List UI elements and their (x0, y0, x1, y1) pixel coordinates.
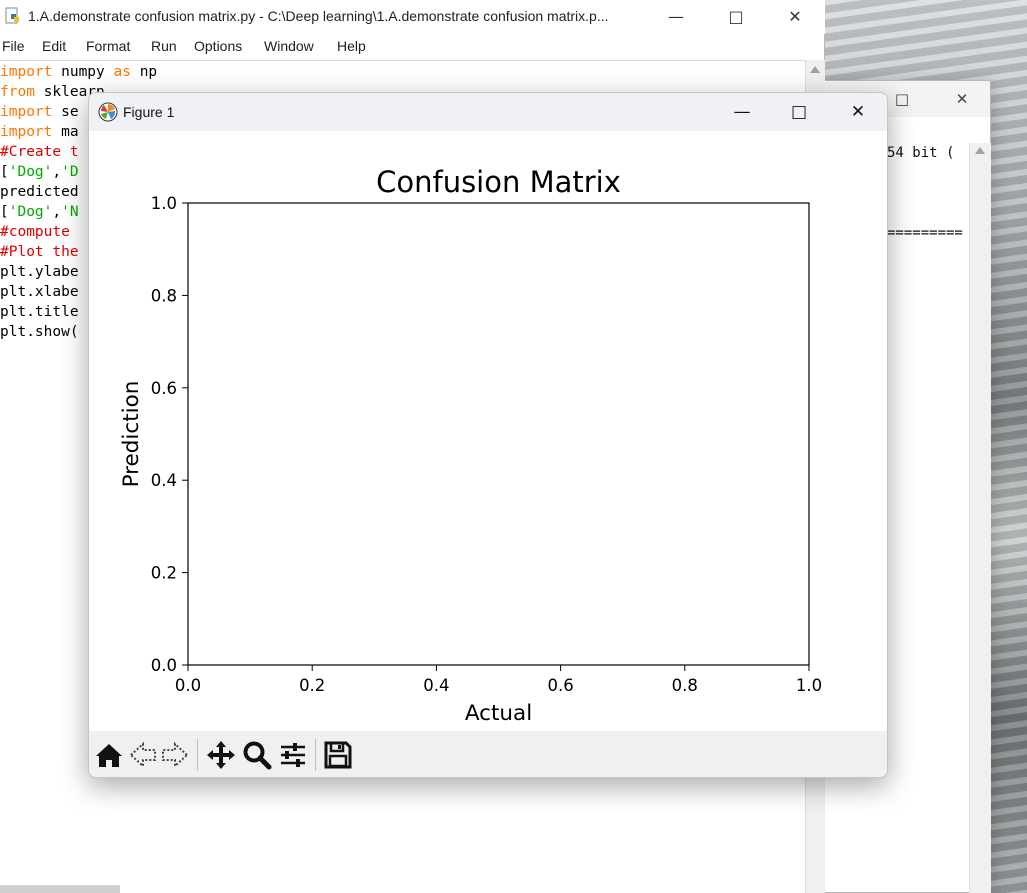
chart-title: Confusion Matrix (376, 165, 621, 199)
code-token: as (113, 64, 131, 80)
code-token: , (52, 204, 62, 220)
code-line: ['Dog','N (0, 202, 79, 222)
editor-minimize-button[interactable]: — (668, 7, 684, 26)
code-line: #Plot the (0, 242, 79, 262)
code-token: 'Dog' (8, 164, 53, 180)
code-token: , (52, 164, 62, 180)
menu-options[interactable]: Options (194, 38, 243, 54)
menu-edit[interactable]: Edit (42, 38, 67, 54)
code-token: 'D (61, 164, 79, 180)
menu-file[interactable]: File (2, 38, 25, 54)
code-token: 'Dog' (8, 204, 53, 220)
code-token: import (0, 124, 53, 140)
code-token: import (0, 104, 53, 120)
home-icon[interactable] (93, 739, 125, 771)
code-token: plt.xlabe (0, 284, 79, 300)
y-tick-label: 0.8 (151, 286, 177, 305)
toolbar-separator (197, 739, 198, 771)
forward-arrow-icon[interactable] (159, 739, 191, 771)
code-line: import ma (0, 122, 79, 142)
code-token: #Create t (0, 144, 79, 160)
y-axis-label: Prediction (119, 381, 144, 488)
configure-subplots-icon[interactable] (277, 739, 309, 771)
code-token: se (52, 104, 79, 120)
x-tick-label: 1.0 (796, 676, 822, 695)
code-line: plt.ylabe (0, 262, 79, 282)
python-file-icon (5, 7, 19, 24)
plot-area (187, 202, 810, 666)
editor-maximize-button[interactable]: □ (728, 7, 744, 26)
code-token: #compute (0, 224, 79, 240)
figure-title-text: Figure 1 (123, 104, 175, 120)
y-tick-label: 0.2 (151, 564, 177, 583)
code-line: import se (0, 102, 79, 122)
chart-svg: Confusion Matrix 0.0 0.2 0.4 0.6 0.8 1.0 0.0 0.2… (119, 165, 822, 726)
editor-close-button[interactable]: ✕ (788, 7, 802, 26)
code-line: plt.xlabe (0, 282, 79, 302)
y-tick-label: 0.0 (151, 656, 177, 675)
menu-window[interactable]: Window (264, 38, 314, 54)
code-token: ma (52, 124, 79, 140)
zoom-icon[interactable] (241, 739, 273, 771)
code-token: plt.title (0, 304, 79, 320)
x-tick-label: 0.4 (423, 676, 449, 695)
editor-title-text: 1.A.demonstrate confusion matrix.py - C:… (28, 8, 609, 24)
matplotlib-icon (98, 102, 118, 122)
editor-titlebar: 1.A.demonstrate confusion matrix.py - C:… (0, 0, 825, 34)
y-tick-label: 0.4 (151, 471, 177, 490)
code-token: import (0, 64, 53, 80)
shell-version-text: 54 bit ( (887, 145, 955, 161)
x-axis-label: Actual (465, 701, 532, 726)
code-token: [ (0, 204, 9, 220)
toolbar-separator (315, 739, 316, 771)
code-token: 'N (61, 204, 79, 220)
shell-close-button[interactable]: ✕ (955, 90, 969, 108)
navigation-toolbar (89, 731, 887, 777)
code-token: np (130, 64, 158, 80)
code-token: from (0, 84, 35, 100)
code-line: plt.title (0, 302, 79, 322)
code-line: plt.show( (0, 322, 79, 342)
menu-help[interactable]: Help (337, 38, 366, 54)
editor-status-strip (0, 885, 120, 893)
y-tick-label: 1.0 (151, 194, 177, 213)
shell-scrollbar[interactable] (969, 143, 991, 893)
shell-restart-separator: ========= (887, 225, 963, 241)
menu-run[interactable]: Run (151, 38, 177, 54)
code-line: predicted (0, 182, 79, 202)
figure-minimize-button[interactable]: — (733, 102, 751, 122)
code-token: [ (0, 164, 9, 180)
x-tick-label: 0.6 (547, 676, 573, 695)
code-token: predicted (0, 184, 79, 200)
code-line: import numpy as np (0, 62, 157, 82)
figure-window: Figure 1 — □ ✕ Confusion Matrix 0.0 0.2 0.4… (88, 92, 888, 778)
scroll-up-icon[interactable] (810, 66, 820, 73)
pan-icon[interactable] (205, 739, 237, 771)
figure-close-button[interactable]: ✕ (850, 102, 866, 122)
code-line: #Create t (0, 142, 79, 162)
code-token: numpy (52, 64, 114, 80)
x-tick-label: 0.8 (672, 676, 698, 695)
save-icon[interactable] (322, 739, 354, 771)
figure-titlebar: Figure 1 — □ ✕ (89, 93, 887, 131)
y-tick-label: 0.6 (151, 379, 177, 398)
shell-maximize-button[interactable]: □ (894, 90, 910, 108)
code-token: plt.show( (0, 324, 79, 340)
editor-menubar: File Edit Format Run Options Window Help (0, 36, 825, 58)
x-tick-label: 0.0 (175, 676, 201, 695)
back-arrow-icon[interactable] (127, 739, 159, 771)
code-line: #compute (0, 222, 79, 242)
code-token: plt.ylabe (0, 264, 79, 280)
code-token: #Plot the (0, 244, 79, 260)
figure-maximize-button[interactable]: □ (790, 102, 808, 122)
code-line: ['Dog','D (0, 162, 79, 182)
scroll-up-icon[interactable] (975, 147, 985, 154)
menu-format[interactable]: Format (86, 38, 131, 54)
figure-canvas[interactable]: Confusion Matrix 0.0 0.2 0.4 0.6 0.8 1.0 0.0 0.2… (89, 131, 887, 731)
x-tick-label: 0.2 (299, 676, 325, 695)
